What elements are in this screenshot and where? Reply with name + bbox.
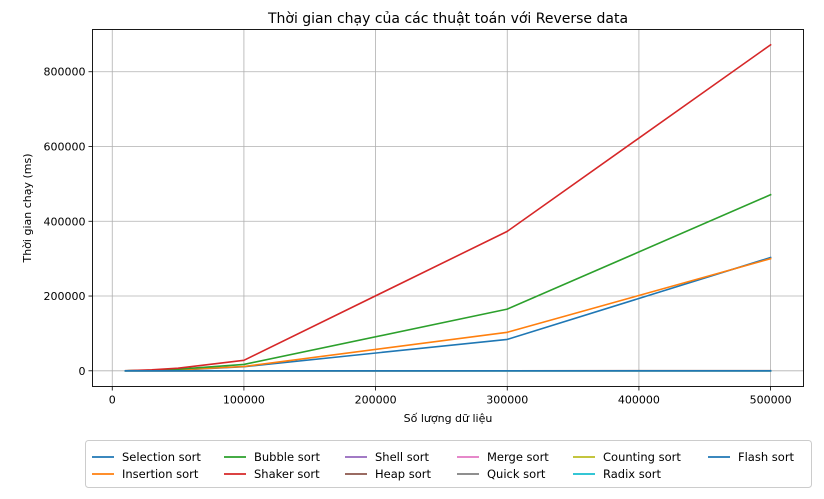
x-axis-label: Số lượng dữ liệu xyxy=(404,412,493,425)
y-tick-label: 200000 xyxy=(44,290,86,303)
chart-title: Thời gian chạy của các thuật toán với Re… xyxy=(267,11,628,27)
legend-label-shaker-sort: Shaker sort xyxy=(254,467,320,481)
series-lines xyxy=(124,43,772,372)
y-tick-label: 400000 xyxy=(44,215,86,228)
x-tick-label: 200000 xyxy=(355,394,397,407)
x-tick-label: 0 xyxy=(109,394,116,407)
legend-label-counting-sort: Counting sort xyxy=(603,450,681,464)
legend-label-selection-sort: Selection sort xyxy=(122,450,201,464)
legend-label-quick-sort: Quick sort xyxy=(487,467,546,481)
legend-frame xyxy=(85,440,812,488)
y-tick-label: 600000 xyxy=(44,141,86,154)
x-tick-label: 500000 xyxy=(750,394,792,407)
x-axis-ticks: 0 100000 200000 300000 400000 500000 xyxy=(109,386,792,407)
y-tick-label: 800000 xyxy=(44,66,86,79)
legend-label-heap-sort: Heap sort xyxy=(375,467,431,481)
x-tick-label: 300000 xyxy=(486,394,528,407)
series-line-selection-sort xyxy=(124,256,772,372)
legend-label-radix-sort: Radix sort xyxy=(603,467,661,481)
x-tick-label: 400000 xyxy=(618,394,660,407)
y-tick-label: 0 xyxy=(79,365,86,378)
legend-label-shell-sort: Shell sort xyxy=(375,450,429,464)
legend: Selection sort Insertion sort Bubble sort S… xyxy=(85,440,812,488)
y-axis-label: Thời gian chạy (ms) xyxy=(21,153,34,263)
legend-label-bubble-sort: Bubble sort xyxy=(254,450,320,464)
legend-label-merge-sort: Merge sort xyxy=(487,450,549,464)
plot-area-frame xyxy=(92,29,804,387)
x-tick-label: 100000 xyxy=(223,394,265,407)
legend-label-insertion-sort: Insertion sort xyxy=(122,467,199,481)
series-line-insertion-sort xyxy=(124,257,772,372)
legend-label-flash-sort: Flash sort xyxy=(738,450,795,464)
grid xyxy=(92,29,804,387)
y-axis-ticks: 0 200000 400000 600000 800000 xyxy=(44,66,93,378)
